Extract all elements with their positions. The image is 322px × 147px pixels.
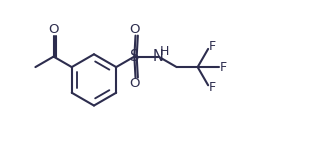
Text: O: O [48,23,59,36]
Text: F: F [209,81,216,94]
Text: O: O [129,77,140,90]
Text: F: F [209,40,216,53]
Text: F: F [220,61,227,74]
Text: O: O [129,23,140,36]
Text: H: H [160,45,170,58]
Text: S: S [130,49,139,64]
Text: N: N [153,49,164,64]
